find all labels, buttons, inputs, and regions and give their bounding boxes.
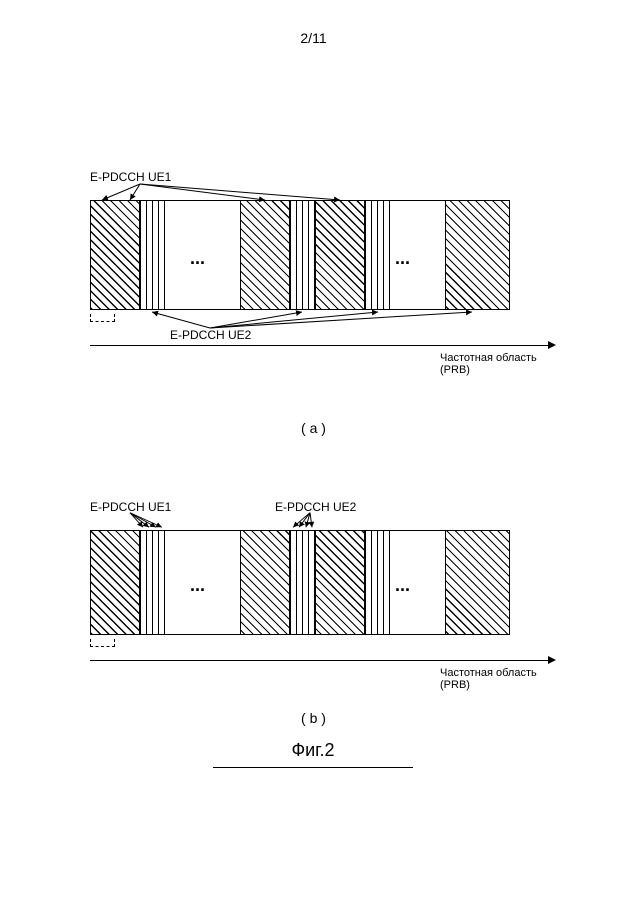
prb-cell (159, 531, 164, 634)
page: 2/11 E-PDCCH UE1 E-PDCCH UE2 Частотная о… (0, 0, 627, 900)
label-ue2-a: E-PDCCH UE2 (170, 328, 251, 342)
figure-a: E-PDCCH UE1 E-PDCCH UE2 Частотная област… (90, 170, 550, 390)
hatched-segment-border (90, 530, 140, 635)
hatched-segment-border (445, 200, 510, 310)
page-number: 2/11 (0, 30, 627, 46)
prb-group (365, 530, 390, 635)
axis-arrowhead-a (548, 341, 556, 349)
hatched-segment-border (240, 200, 290, 310)
strip-a-overlay (90, 200, 510, 310)
prb-cell (309, 201, 314, 309)
prb-cell (384, 201, 389, 309)
ellipsis: ... (190, 575, 205, 596)
figure-b: E-PDCCH UE1 E-PDCCH UE2 Частотная област… (90, 500, 550, 700)
prb-cell (384, 531, 389, 634)
strip-b-overlay (90, 530, 510, 635)
prb-cell (309, 531, 314, 634)
prb-group (140, 200, 165, 310)
ellipsis: ... (190, 248, 205, 269)
hatched-segment-border (315, 200, 365, 310)
axis-a (90, 345, 550, 346)
sub-letter-a: ( a ) (0, 420, 627, 436)
hatched-segment-border (445, 530, 510, 635)
axis-label-a: Частотная область (PRB) (440, 352, 550, 376)
prb-marker-a (90, 314, 115, 322)
hatched-segment-border (315, 530, 365, 635)
axis-arrowhead-b (548, 656, 556, 664)
prb-marker-b (90, 639, 115, 647)
figure-label: Фиг.2 (213, 740, 413, 768)
prb-group (140, 530, 165, 635)
label-ue1-b: E-PDCCH UE1 (90, 500, 171, 514)
prb-group (365, 200, 390, 310)
prb-group (290, 200, 315, 310)
sub-letter-b: ( b ) (0, 710, 627, 726)
ellipsis: ... (395, 575, 410, 596)
hatched-segment-border (240, 530, 290, 635)
prb-cell (159, 201, 164, 309)
axis-label-b: Частотная область (PRB) (440, 667, 550, 691)
ellipsis: ... (395, 248, 410, 269)
prb-group (290, 530, 315, 635)
axis-b (90, 660, 550, 661)
label-ue2-b: E-PDCCH UE2 (275, 500, 356, 514)
label-ue1-a: E-PDCCH UE1 (90, 170, 171, 184)
hatched-segment-border (90, 200, 140, 310)
